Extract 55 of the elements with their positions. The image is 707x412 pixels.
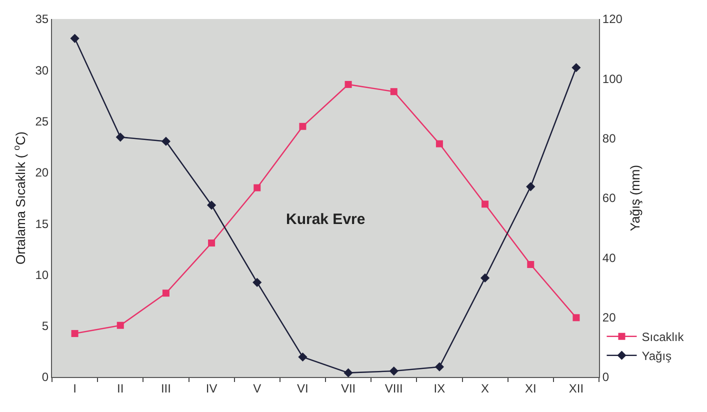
x-tick-label: III — [160, 381, 171, 396]
x-tick-label: V — [253, 381, 262, 396]
point — [298, 352, 308, 362]
y2-tick-label: 40 — [602, 250, 616, 265]
y-tick-label: 15 — [35, 216, 49, 231]
point — [116, 132, 125, 142]
y-tick-label: 30 — [35, 63, 49, 78]
point — [299, 122, 306, 130]
x-tick-label: IV — [206, 381, 218, 396]
point — [162, 290, 170, 297]
y-tick-label: 0 — [42, 370, 49, 384]
point — [390, 88, 398, 96]
point — [254, 184, 261, 192]
y2-tick-label: 20 — [602, 310, 616, 325]
y-tick-label: 25 — [35, 114, 49, 128]
y-tick-label: 10 — [35, 268, 49, 282]
y2-tick-label: 100 — [602, 72, 623, 86]
point — [161, 136, 171, 146]
y2-tick-label: 80 — [602, 132, 616, 146]
x-tick-label: II — [117, 381, 124, 396]
point — [482, 200, 489, 208]
x-tick-label: VIII — [384, 381, 403, 396]
x-tick-label: X — [481, 381, 490, 396]
y2-tick-label: 0 — [602, 370, 610, 384]
point — [572, 63, 581, 72]
y2-tick-label: 120 — [602, 12, 623, 26]
point — [480, 273, 490, 282]
x-tick-label: IX — [434, 381, 446, 396]
y2-axis-title: Yağış (mm) — [627, 164, 642, 232]
y-tick-label: 5 — [42, 319, 49, 334]
point — [527, 260, 534, 268]
x-tick-label: VII — [340, 381, 356, 396]
point — [389, 366, 398, 376]
y2-tick-label: 60 — [602, 191, 616, 206]
x-tick-label: VI — [297, 381, 308, 396]
point — [71, 330, 78, 338]
y-tick-label: 35 — [35, 12, 49, 26]
point — [344, 80, 352, 88]
point — [526, 182, 536, 192]
point — [208, 240, 216, 247]
x-tick-label: XI — [524, 381, 536, 396]
point — [116, 322, 124, 329]
point — [572, 314, 580, 322]
point — [344, 368, 353, 377]
legend-label: Sıcaklık — [642, 330, 685, 344]
point — [252, 278, 262, 287]
x-tick-label: I — [73, 381, 76, 396]
point — [70, 34, 80, 43]
point — [206, 200, 216, 210]
point — [434, 362, 444, 372]
annotation: Kurak Evre — [286, 211, 366, 228]
point — [436, 140, 443, 148]
legend-label: Yağış — [642, 349, 672, 364]
y-tick-label: 20 — [35, 166, 49, 180]
x-tick-label: XII — [568, 381, 584, 396]
